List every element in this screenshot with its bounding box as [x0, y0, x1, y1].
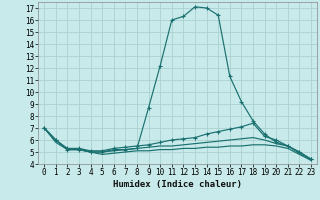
X-axis label: Humidex (Indice chaleur): Humidex (Indice chaleur) [113, 180, 242, 189]
